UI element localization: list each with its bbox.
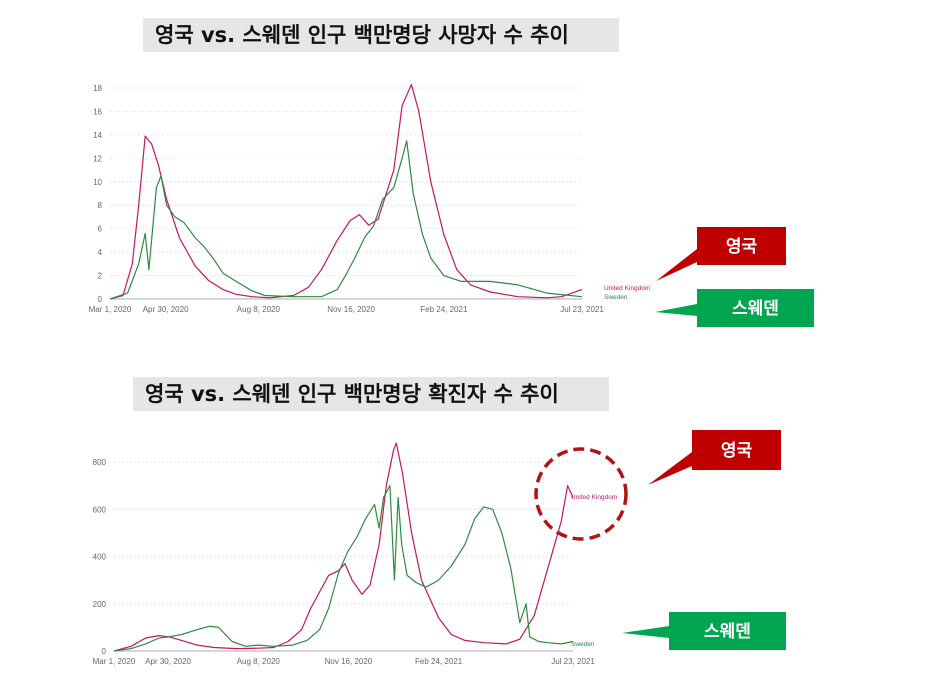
badge-uk-deaths-box: [697, 227, 786, 265]
y-tick-label: 400: [93, 553, 107, 562]
x-tick-label: Nov 16, 2020: [327, 305, 375, 314]
badge-sweden-cases-box: [669, 612, 786, 650]
deaths-chart-title: 영국 vs. 스웨덴 인구 백만명당 사망자 수 추이: [143, 18, 619, 52]
x-tick-label: Feb 24, 2021: [420, 305, 468, 314]
badge-sweden-cases-pointer: [622, 626, 669, 638]
cases-chart-title: 영국 vs. 스웨덴 인구 백만명당 확진자 수 추이: [133, 377, 609, 411]
y-tick-label: 800: [93, 458, 107, 467]
series-line-sweden: [109, 140, 583, 300]
legend-label-sweden: Sweden: [571, 641, 595, 648]
annotation-uk: United Kingdom: [571, 494, 617, 501]
badge-sweden-deaths-box: [697, 289, 814, 327]
y-tick-label: 10: [93, 178, 102, 187]
series-line-uk: [109, 83, 583, 300]
y-tick-label: 0: [98, 295, 103, 304]
y-tick-label: 18: [93, 84, 102, 93]
y-tick-label: 8: [98, 201, 103, 210]
x-tick-label: Feb 24, 2021: [415, 657, 463, 666]
legend-label-sweden: Sweden: [604, 294, 628, 301]
y-tick-label: 2: [98, 272, 103, 281]
x-tick-label: Mar 1, 2020: [93, 657, 136, 666]
y-tick-label: 12: [93, 154, 102, 163]
x-tick-label: Jul 23, 2021: [560, 305, 604, 314]
y-tick-label: 200: [93, 600, 107, 609]
series-line-uk: [113, 442, 574, 652]
badge-uk-cases-pointer: [648, 452, 692, 485]
legend-label-uk: United Kingdom: [604, 285, 650, 292]
y-tick-label: 0: [102, 647, 107, 656]
x-tick-label: Apr 30, 2020: [143, 305, 189, 314]
badge-uk-deaths-pointer: [656, 249, 697, 281]
badge-uk-deaths-label: 영국: [726, 237, 758, 257]
x-tick-label: Jul 23, 2021: [551, 657, 595, 666]
x-tick-label: Nov 16, 2020: [325, 657, 373, 666]
highlight-circle: [534, 447, 628, 541]
y-tick-label: 600: [93, 505, 107, 514]
x-tick-label: Aug 8, 2020: [237, 657, 281, 666]
x-tick-label: Mar 1, 2020: [89, 305, 132, 314]
badge-uk-cases-box: [692, 430, 781, 470]
badge-sweden-deaths-label: 스웨덴: [732, 299, 779, 319]
badge-uk-cases-label: 영국: [721, 441, 753, 461]
series-line-sweden: [113, 485, 574, 652]
y-tick-label: 14: [93, 131, 102, 140]
x-tick-label: Apr 30, 2020: [145, 657, 191, 666]
y-tick-label: 16: [93, 107, 102, 116]
y-tick-label: 6: [98, 225, 103, 234]
badge-sweden-deaths-pointer: [655, 304, 697, 316]
badge-sweden-cases-label: 스웨덴: [704, 622, 751, 642]
y-tick-label: 4: [98, 248, 103, 257]
x-tick-label: Aug 8, 2020: [237, 305, 281, 314]
